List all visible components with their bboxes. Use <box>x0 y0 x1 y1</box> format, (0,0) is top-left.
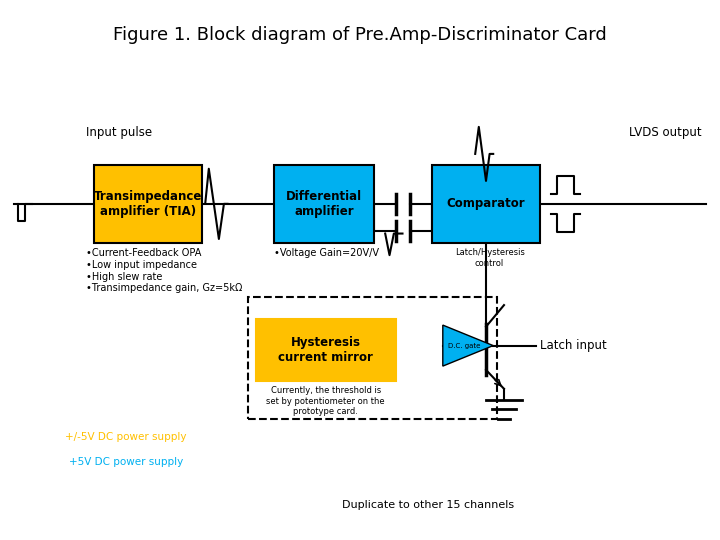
Text: LVDS output: LVDS output <box>629 126 702 139</box>
Text: Figure 1. Block diagram of Pre.Amp-Discriminator Card: Figure 1. Block diagram of Pre.Amp-Discr… <box>113 26 607 44</box>
Text: Hysteresis
current mirror: Hysteresis current mirror <box>279 336 373 363</box>
Text: D.C. gate: D.C. gate <box>449 342 480 349</box>
Text: +5V DC power supply: +5V DC power supply <box>69 457 183 467</box>
Text: Input pulse: Input pulse <box>86 126 153 139</box>
Text: +/-5V DC power supply: +/-5V DC power supply <box>66 433 186 442</box>
Text: Differential
amplifier: Differential amplifier <box>286 190 362 218</box>
Text: Currently, the threshold is
set by potentiometer on the
prototype card.: Currently, the threshold is set by poten… <box>266 386 385 416</box>
Text: Latch input: Latch input <box>540 339 607 352</box>
Text: •Current-Feedback OPA
•Low input impedance
•High slew rate
•Transimpedance gain,: •Current-Feedback OPA •Low input impedan… <box>86 248 243 293</box>
Text: •Voltage Gain=20V/V: •Voltage Gain=20V/V <box>274 248 379 259</box>
Text: Latch/Hysteresis
control: Latch/Hysteresis control <box>454 248 525 268</box>
Text: Transimpedance
amplifier (TIA): Transimpedance amplifier (TIA) <box>94 190 202 218</box>
FancyBboxPatch shape <box>432 165 540 243</box>
Text: Duplicate to other 15 channels: Duplicate to other 15 channels <box>342 500 515 510</box>
FancyBboxPatch shape <box>256 319 396 381</box>
Polygon shape <box>443 325 493 366</box>
Text: Comparator: Comparator <box>446 197 526 211</box>
FancyBboxPatch shape <box>94 165 202 243</box>
FancyBboxPatch shape <box>274 165 374 243</box>
